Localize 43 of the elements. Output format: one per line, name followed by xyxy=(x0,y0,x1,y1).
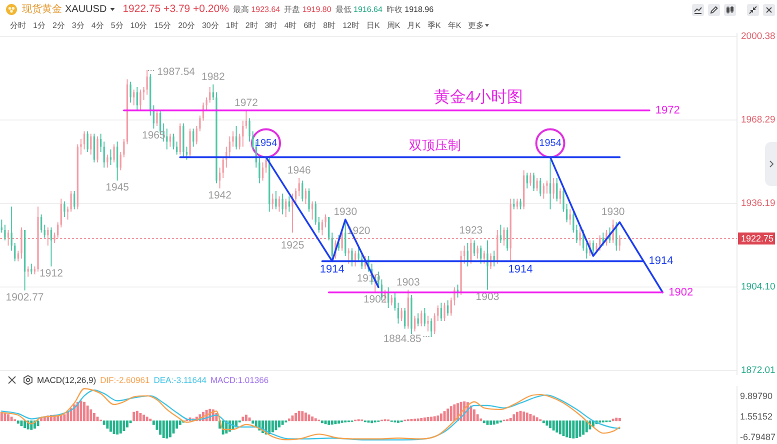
text: 1930 xyxy=(601,206,625,218)
text: 开盘 1919.80 xyxy=(284,4,332,14)
text: 1884.85 xyxy=(383,332,422,345)
chart-subtitle: 1922.75 +3.79 +0.20% xyxy=(122,3,229,15)
data-label: 1914 xyxy=(508,264,533,276)
text: 分时 1分 2分 3分 4分 5分 10分 15分 20分 30分 1时 2时 3时 4时 6时 8时 12时 日K 周K 月K 季K 年K 更多 xyxy=(10,20,484,30)
text: 1946 xyxy=(287,164,311,177)
text: 最低 1916.64 xyxy=(335,4,382,14)
series-label: 1972 xyxy=(234,97,258,110)
y-tick-label: 1968.29 xyxy=(741,114,776,126)
text: 1903 xyxy=(476,290,500,303)
data-label: 1914 xyxy=(320,264,344,276)
y-tick-label: 1936.19 xyxy=(741,198,776,210)
ref-line-label: 1922.75 xyxy=(741,233,774,244)
data-label: 1954 xyxy=(539,138,562,149)
text: 最高 1923.64 xyxy=(232,4,280,14)
text: 1930 xyxy=(334,206,358,218)
text: 1942 xyxy=(208,190,232,202)
y-tick-label: -6.79487 xyxy=(740,432,776,442)
y-tick-label: 1872.01 xyxy=(741,365,776,376)
text: 1945 xyxy=(106,182,130,194)
text: 1982 xyxy=(201,71,225,84)
series-label: DEA:-3.11644 xyxy=(154,374,206,384)
series-label: DIF:-2.60961 xyxy=(100,374,150,384)
annotation: 双顶压制 xyxy=(408,137,461,152)
text: 1923 xyxy=(459,224,483,236)
text: 1912 xyxy=(40,268,63,280)
text: 1902.77 xyxy=(6,292,44,304)
y-tick-label: 9.89790 xyxy=(740,390,773,401)
text: 1987.54 xyxy=(157,66,196,78)
chart-title: 现货黄金 XAUUSD xyxy=(22,2,107,16)
text: 1902 xyxy=(668,286,694,298)
text: MACD:1.01366 xyxy=(210,374,269,384)
text: 1903 xyxy=(396,276,420,288)
y-tick-label: 1.55152 xyxy=(740,411,773,422)
chart-title: MACD(12,26,9) xyxy=(37,374,96,384)
series-label: 1914 xyxy=(648,255,674,268)
text: 1925 xyxy=(280,240,304,252)
y-tick-label: 2000.38 xyxy=(741,31,776,42)
text: 昨收 1918.96 xyxy=(386,4,434,14)
annotation: 黄金4小时图 xyxy=(434,88,523,106)
text: 1972 xyxy=(655,104,680,116)
y-tick-label: 1904.10 xyxy=(741,282,776,293)
